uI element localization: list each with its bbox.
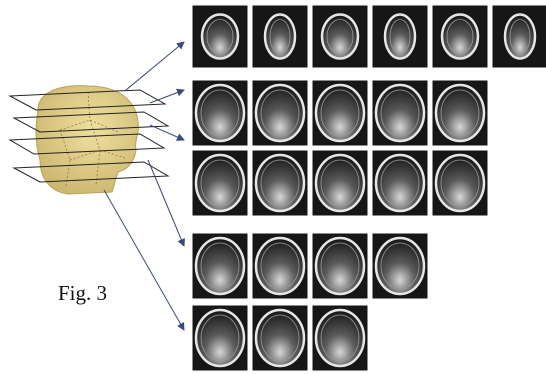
tile-head xyxy=(316,155,364,211)
mri-tile xyxy=(372,233,428,299)
tile-head xyxy=(505,15,535,59)
tile-head xyxy=(316,85,364,141)
mri-tile xyxy=(192,150,248,216)
mri-tile xyxy=(192,80,248,146)
mri-tile xyxy=(192,305,248,371)
mri-tile xyxy=(252,305,308,371)
tile-head xyxy=(376,155,424,211)
mri-tile xyxy=(192,233,248,299)
tile-head xyxy=(196,85,244,141)
caption: Fig. 3 xyxy=(58,281,107,305)
head-model xyxy=(10,86,168,194)
tile-head xyxy=(256,85,304,141)
mri-tile xyxy=(252,80,308,146)
mri-tile xyxy=(252,5,308,68)
tile-head xyxy=(436,85,484,141)
mri-tile xyxy=(372,150,428,216)
tile-head xyxy=(256,310,304,366)
mri-tile xyxy=(312,5,368,68)
tile-head xyxy=(316,310,364,366)
mri-tile xyxy=(252,150,308,216)
mri-tile xyxy=(312,305,368,371)
arrows xyxy=(104,42,184,330)
tile-head xyxy=(265,15,295,59)
tile-head xyxy=(436,155,484,211)
mri-tile xyxy=(252,233,308,299)
figure: Fig. 3 xyxy=(0,0,546,374)
mri-tile xyxy=(432,5,488,68)
tile-head xyxy=(385,15,415,59)
mri-slices xyxy=(192,5,546,371)
mri-tile xyxy=(312,233,368,299)
mri-tile xyxy=(372,80,428,146)
page: Fig. 3 (() => { const data = JSON.parse(… xyxy=(0,0,546,374)
tile-head xyxy=(376,85,424,141)
tile-head xyxy=(196,155,244,211)
mri-tile xyxy=(492,5,546,68)
mri-tile xyxy=(312,150,368,216)
mri-tile xyxy=(312,80,368,146)
tile-head xyxy=(256,238,304,294)
tile-head xyxy=(256,155,304,211)
tile-head xyxy=(196,310,244,366)
tile-head xyxy=(376,238,424,294)
tile-head xyxy=(196,238,244,294)
tile-head xyxy=(316,238,364,294)
mri-tile xyxy=(372,5,428,68)
mri-tile xyxy=(432,80,488,146)
mri-tile xyxy=(432,150,488,216)
mri-tile xyxy=(192,5,248,68)
